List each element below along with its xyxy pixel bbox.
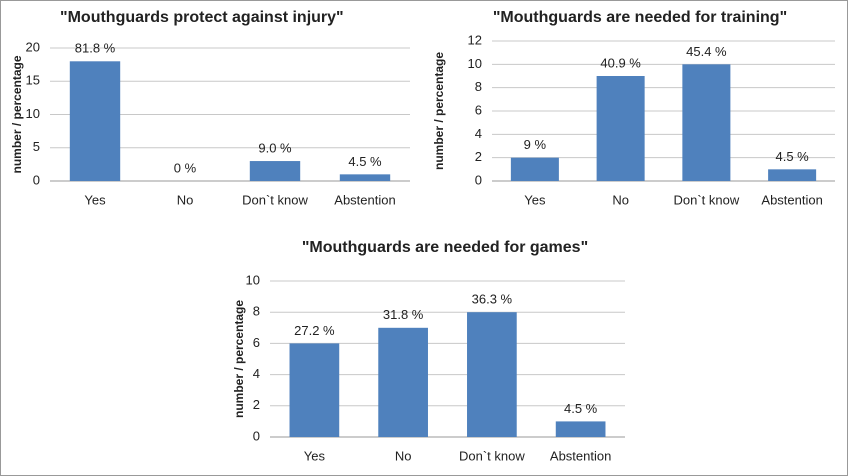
- x-tick-label: Yes: [304, 448, 326, 463]
- x-tick-label: Abstention: [761, 192, 822, 207]
- y-axis-label: number / percentage: [232, 300, 246, 418]
- x-tick-label: No: [177, 192, 194, 207]
- value-label: 4.5 %: [564, 401, 598, 416]
- chart-title: "Mouthguards are needed for training": [493, 9, 787, 26]
- bar: [249, 161, 301, 181]
- value-label: 81.8 %: [75, 41, 116, 56]
- bar: [555, 421, 606, 437]
- value-label: 9.0 %: [258, 140, 292, 155]
- value-label: 4.5 %: [348, 154, 382, 169]
- y-tick-label: 0: [33, 172, 40, 187]
- x-tick-label: Abstention: [550, 448, 611, 463]
- value-label: 9 %: [524, 137, 547, 152]
- x-tick-label: Yes: [524, 192, 546, 207]
- bar: [289, 343, 340, 437]
- y-axis-label: number / percentage: [10, 55, 24, 173]
- y-tick-label: 10: [26, 106, 40, 121]
- bar: [467, 312, 517, 437]
- y-tick-label: 0: [253, 428, 260, 443]
- bar: [596, 76, 645, 181]
- value-label: 40.9 %: [600, 55, 641, 70]
- y-tick-label: 6: [253, 335, 260, 350]
- chart-title: "Mouthguards protect against injury": [60, 9, 344, 26]
- bar: [510, 157, 559, 181]
- x-tick-label: Don`t know: [242, 192, 308, 207]
- value-label: 27.2 %: [294, 323, 335, 338]
- y-tick-label: 5: [33, 139, 40, 154]
- value-label: 45.4 %: [686, 44, 727, 59]
- value-label: 4.5 %: [776, 149, 810, 164]
- x-tick-label: Yes: [84, 192, 106, 207]
- value-label: 36.3 %: [472, 292, 513, 307]
- y-tick-label: 2: [475, 149, 482, 164]
- bar: [339, 174, 391, 181]
- y-tick-label: 4: [253, 366, 260, 381]
- y-tick-label: 20: [26, 39, 40, 54]
- y-axis-label: number / percentage: [432, 52, 446, 170]
- y-tick-label: 8: [253, 304, 260, 319]
- y-tick-label: 15: [26, 73, 40, 88]
- y-tick-label: 8: [475, 79, 482, 94]
- x-tick-label: Don`t know: [459, 448, 525, 463]
- value-label: 31.8 %: [383, 307, 424, 322]
- bar: [682, 64, 731, 181]
- chart-title: "Mouthguards are needed for games": [302, 239, 588, 256]
- x-tick-label: No: [395, 448, 412, 463]
- bar: [69, 61, 121, 181]
- y-tick-label: 4: [475, 126, 482, 141]
- y-tick-label: 0: [475, 172, 482, 187]
- bar: [378, 327, 428, 437]
- value-label: 0 %: [174, 160, 197, 175]
- x-tick-label: Don`t know: [674, 192, 740, 207]
- y-tick-label: 12: [468, 32, 482, 47]
- x-tick-label: Abstention: [334, 192, 395, 207]
- y-tick-label: 10: [246, 272, 260, 287]
- y-tick-label: 6: [475, 102, 482, 117]
- y-tick-label: 2: [253, 397, 260, 412]
- y-tick-label: 10: [468, 56, 482, 71]
- bar: [768, 169, 817, 181]
- x-tick-label: No: [612, 192, 629, 207]
